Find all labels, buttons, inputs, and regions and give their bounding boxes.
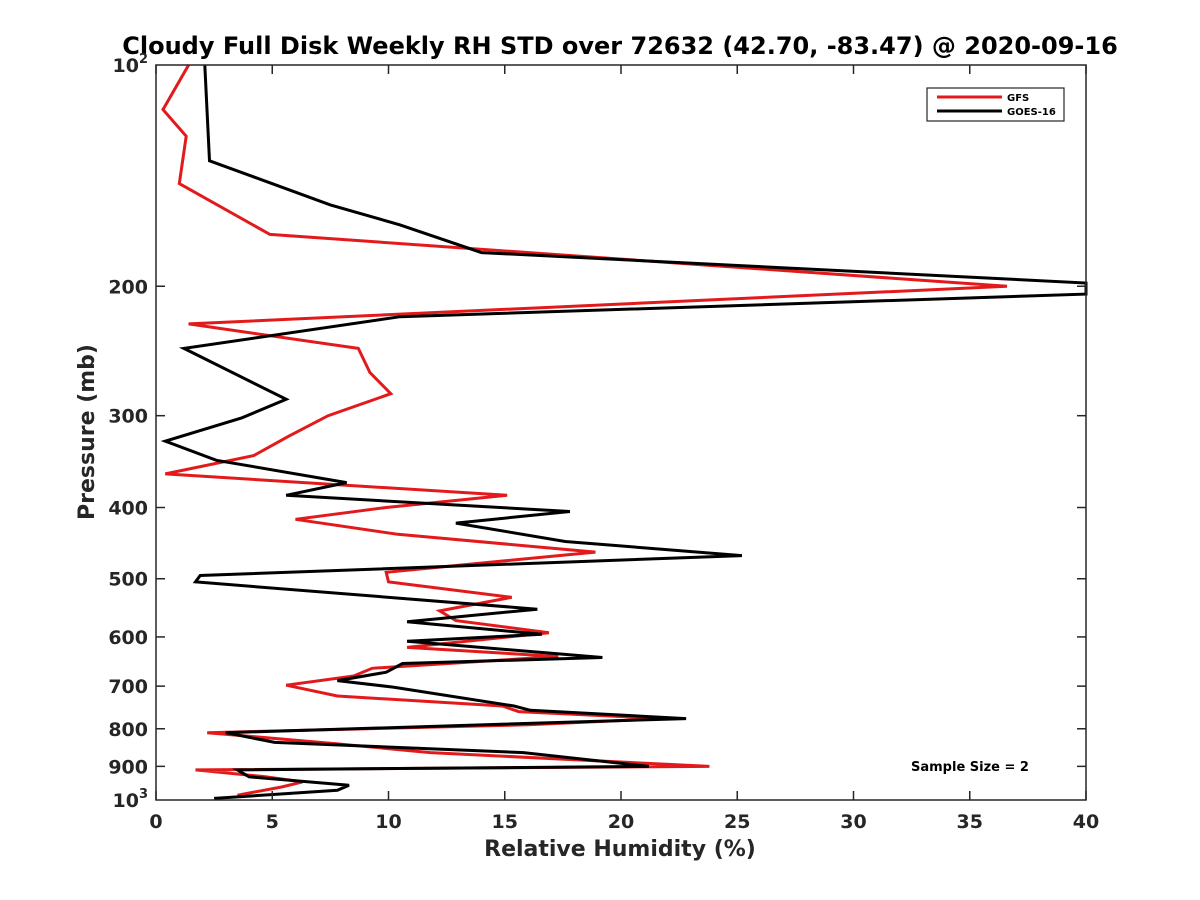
x-tick-label: 35 <box>957 811 983 833</box>
x-tick-label: 15 <box>492 811 518 833</box>
series-line-0 <box>161 64 1008 797</box>
x-axis-ticks: 0 5 10 15 20 25 30 35 40 <box>149 65 1099 833</box>
y-axis-ticks: 200 300 400 500 600 700 800 900 102 103 <box>108 52 1086 812</box>
y-tick-label: 500 <box>108 569 148 591</box>
series-line-1 <box>160 64 1088 800</box>
y-tick-label: 400 <box>108 498 148 520</box>
y-tick-label: 300 <box>108 406 148 428</box>
x-tick-label: 0 <box>149 811 162 833</box>
x-axis-label: Relative Humidity (%) <box>484 837 756 862</box>
y-tick-label: 800 <box>108 719 148 741</box>
y-tick-label: 900 <box>108 756 148 778</box>
legend-box <box>926 87 1065 122</box>
legend-label: GOES-16 <box>1007 107 1056 118</box>
y-axis-label: Pressure (mb) <box>75 344 100 520</box>
y-tick-label-top: 102 <box>113 52 149 77</box>
x-tick-label: 5 <box>266 811 279 833</box>
y-tick-label-bottom: 103 <box>113 787 149 812</box>
y-tick-label: 200 <box>108 276 148 298</box>
series-lines <box>160 64 1088 800</box>
sample-size-annotation: Sample Size = 2 <box>911 760 1029 775</box>
x-tick-label: 20 <box>608 811 634 833</box>
y-tick-label: 600 <box>108 627 148 649</box>
legend-label: GFS <box>1007 93 1029 104</box>
x-tick-label: 30 <box>840 811 866 833</box>
chart-title: Cloudy Full Disk Weekly RH STD over 7263… <box>122 32 1118 60</box>
y-tick-label: 700 <box>108 676 148 698</box>
x-tick-label: 10 <box>375 811 401 833</box>
x-tick-label: 25 <box>724 811 750 833</box>
legend: GFS GOES-16 <box>926 87 1065 122</box>
x-tick-label: 40 <box>1073 811 1099 833</box>
